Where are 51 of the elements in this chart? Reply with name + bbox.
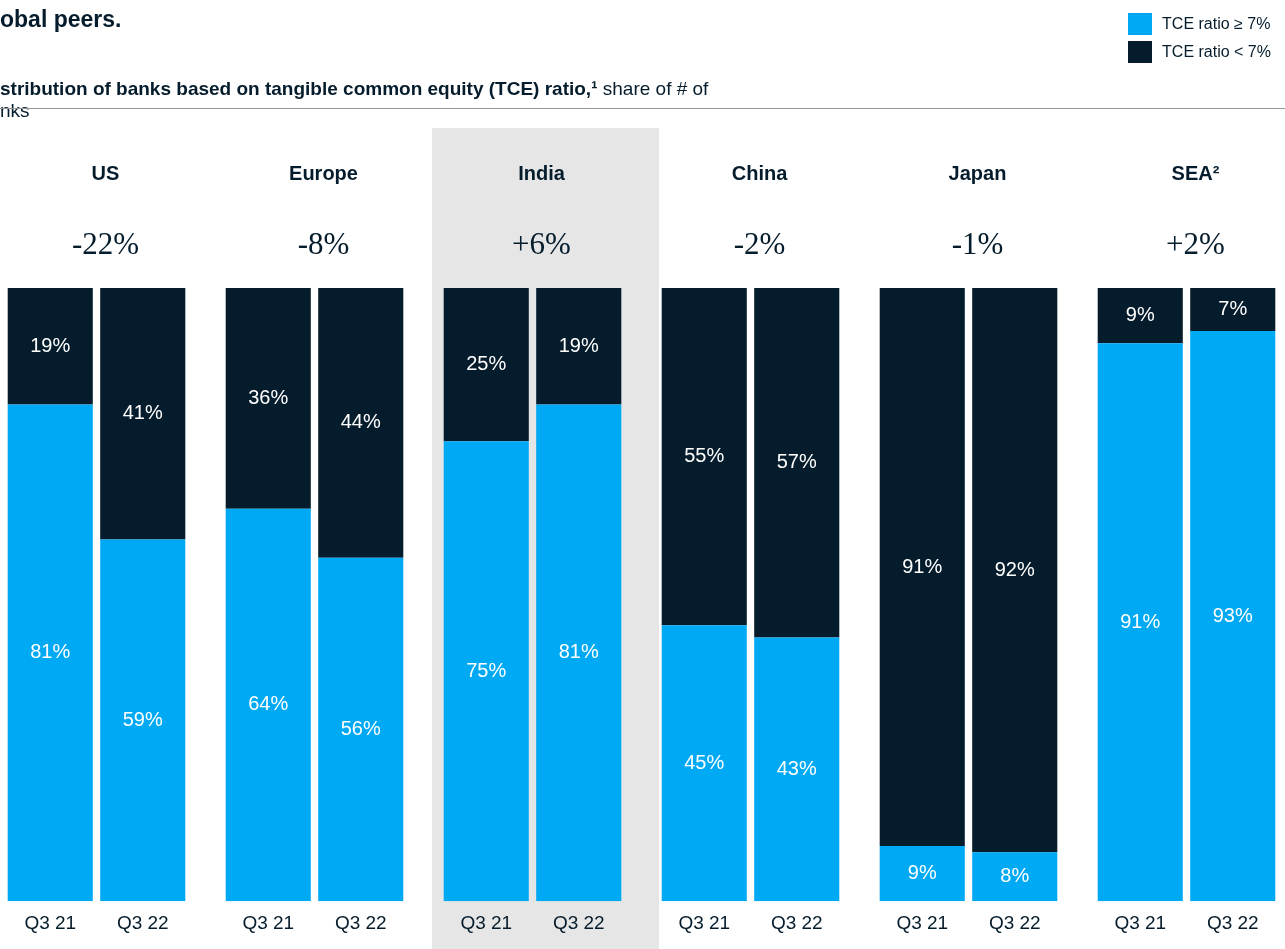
chart-title: SEA² xyxy=(1170,162,1221,185)
data-label: 55% xyxy=(684,444,725,467)
data-label: 45% xyxy=(684,750,725,773)
data-label: 36% xyxy=(248,385,289,408)
x-tick-label: Q3 22 xyxy=(116,911,169,933)
data-label: 64% xyxy=(248,692,289,715)
x-tick-label: Q3 21 xyxy=(896,911,949,933)
text: obal peers. xyxy=(0,6,122,33)
data-label: 43% xyxy=(776,756,817,779)
data-label: 91% xyxy=(902,554,943,577)
chart-title: India xyxy=(517,162,566,185)
chart-title: Europe xyxy=(288,162,359,185)
data-label: 9% xyxy=(1125,303,1155,326)
chart-title: China xyxy=(730,162,789,185)
x-tick-label: Q3 22 xyxy=(988,911,1041,933)
data-label: 19% xyxy=(558,333,599,356)
data-label: 75% xyxy=(466,658,507,681)
data-label: 57% xyxy=(776,450,817,473)
data-label: 7% xyxy=(1218,296,1248,319)
x-tick-label: Q3 21 xyxy=(678,911,731,933)
x-tick-label: Q3 22 xyxy=(552,911,605,933)
chart-subtitle: -2% xyxy=(732,226,787,262)
data-label: 56% xyxy=(340,717,381,740)
chart-title: Japan xyxy=(947,162,1008,185)
legend-label: TCE ratio < 7% xyxy=(1162,42,1271,62)
data-label: 9% xyxy=(907,861,937,884)
data-label: 25% xyxy=(466,352,507,375)
data-label: 41% xyxy=(122,401,163,424)
chart-subtitle: -8% xyxy=(296,226,351,262)
chart-subtitle: +6% xyxy=(511,226,572,262)
x-tick-label: Q3 21 xyxy=(1114,911,1167,933)
data-label: 59% xyxy=(122,707,163,730)
chart-subtitle: +2% xyxy=(1165,226,1226,262)
data-label: 92% xyxy=(994,557,1035,580)
data-label: 19% xyxy=(30,333,71,356)
chart-title: US xyxy=(90,162,121,185)
x-tick-label: Q3 22 xyxy=(1206,911,1259,933)
x-tick-label: Q3 22 xyxy=(334,911,387,933)
data-label: 93% xyxy=(1212,603,1253,626)
chart-subtitle: -1% xyxy=(950,226,1005,262)
x-tick-label: Q3 21 xyxy=(24,911,77,933)
data-label: 81% xyxy=(558,640,599,663)
data-label: 44% xyxy=(340,410,381,433)
data-label: 8% xyxy=(1000,864,1030,887)
x-tick-label: Q3 21 xyxy=(242,911,295,933)
chart-subtitle: -22% xyxy=(70,226,141,262)
x-tick-label: Q3 21 xyxy=(460,911,513,933)
legend-label: TCE ratio ≥ 7% xyxy=(1162,14,1271,34)
x-tick-label: Q3 22 xyxy=(770,911,823,933)
data-label: 91% xyxy=(1120,609,1161,632)
data-label: 81% xyxy=(30,640,71,663)
